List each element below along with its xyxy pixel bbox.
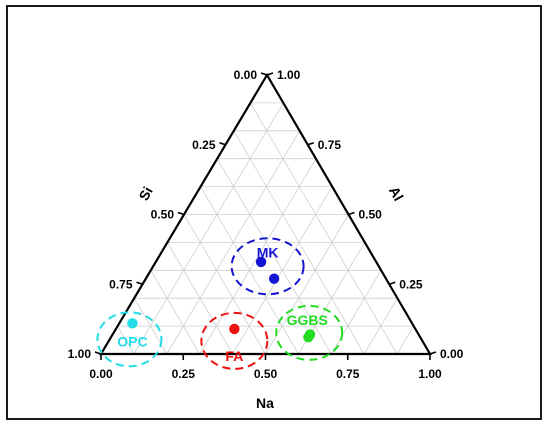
grid-lines — [117, 102, 415, 355]
opc-group-label: OPC — [117, 333, 147, 349]
grid-line-na — [265, 214, 349, 355]
ggbs-group-ellipse — [275, 304, 344, 361]
tick-label-na: 0.25 — [172, 367, 196, 381]
opc-data-point — [127, 318, 138, 329]
tick-label-al: 0.00 — [440, 347, 464, 361]
tick-label-si: 1.00 — [68, 347, 92, 361]
tick-al — [266, 72, 274, 76]
tick-label-si: 0.00 — [234, 68, 258, 82]
opc-group-ellipse — [96, 311, 163, 368]
grid-line-si — [216, 158, 332, 355]
ggbs-group-label: GGBS — [287, 312, 328, 328]
axis-label-na: Na — [256, 395, 274, 411]
axis-label-al: Al — [386, 184, 407, 204]
fa-data-point — [229, 323, 240, 335]
tick-al — [388, 281, 396, 286]
grid-line-na — [199, 158, 317, 355]
tick-labels: 0.00 0.00 1.00 0.25 0.25 0.75 0.50 0.50 0.50 0.75… — [68, 68, 464, 381]
tick-al — [307, 141, 315, 146]
grid-line-si — [250, 102, 398, 355]
data-groups: MK OPC FA GGBS — [96, 237, 344, 370]
mk-data-point — [268, 273, 280, 284]
grid-line-na — [363, 297, 398, 355]
tick-si — [94, 351, 102, 355]
tick-label-na: 1.00 — [418, 367, 442, 381]
chart-frame — [6, 5, 542, 420]
tick-si — [136, 281, 143, 286]
tick-label-al: 0.25 — [399, 277, 423, 291]
tick-label-na: 0.75 — [336, 367, 360, 381]
fa-group-label: FA — [225, 348, 243, 364]
tick-al — [348, 211, 355, 216]
mk-group-ellipse — [230, 237, 305, 296]
grid-line-na — [133, 102, 284, 355]
tick-label-si: 0.25 — [192, 138, 216, 152]
grid-line-si — [167, 242, 233, 355]
tick-label-al: 0.75 — [318, 138, 342, 152]
mk-group-label: MK — [257, 244, 279, 260]
tick-si — [260, 72, 268, 76]
ggbs-data-point — [303, 332, 314, 343]
tick-si — [177, 211, 185, 216]
tick-label-si: 0.50 — [151, 208, 175, 222]
grid-line-si — [183, 214, 266, 355]
grid-line-si — [117, 325, 135, 355]
tick-label-si: 0.75 — [109, 277, 133, 291]
grid-line-si — [150, 270, 201, 355]
tick-label-na: 0.50 — [254, 367, 278, 381]
tick-label-al: 0.50 — [359, 208, 383, 222]
grid-line-na — [396, 325, 415, 355]
tick-al — [429, 351, 437, 355]
fa-group-ellipse — [200, 311, 269, 370]
tick-label-al: 1.00 — [277, 68, 301, 82]
grid-line-na — [330, 270, 382, 355]
tick-label-na: 0.00 — [89, 367, 113, 381]
mk-data-point — [255, 256, 267, 268]
tick-si — [219, 141, 226, 146]
tick-marks — [94, 72, 437, 360]
